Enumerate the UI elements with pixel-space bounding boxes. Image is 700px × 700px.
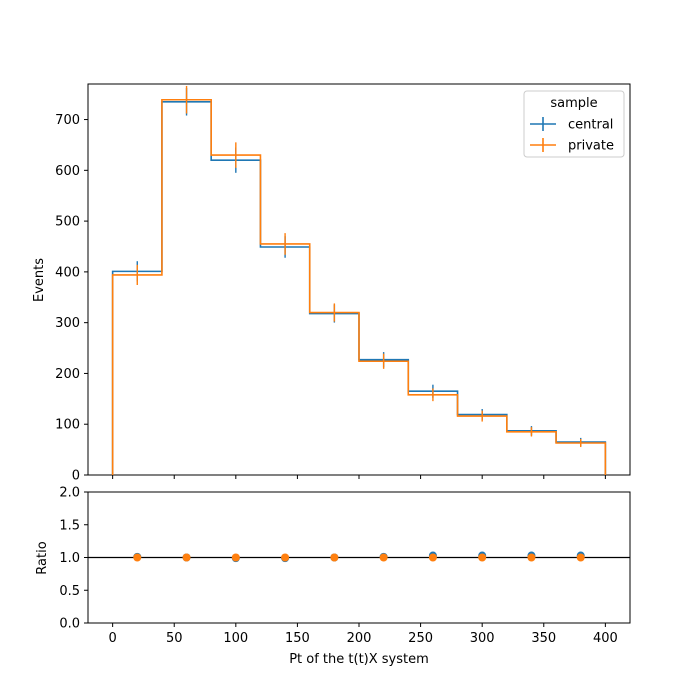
- legend: sample central private: [523, 90, 625, 158]
- ratio-point-private: [231, 553, 240, 562]
- main-y-tick-label: 300: [55, 316, 80, 331]
- ratio-point-private: [281, 553, 290, 562]
- ratio-y-tick-label: 1.5: [59, 518, 80, 533]
- ratio-x-tick-label: 50: [166, 631, 183, 646]
- legend-label: central: [568, 118, 613, 133]
- ratio-x-tick-label: 0: [108, 631, 116, 646]
- legend-entry-private: private: [530, 138, 614, 154]
- legend-entry-central: central: [530, 117, 613, 133]
- ratio-point-private: [576, 553, 585, 562]
- ratio-x-tick-label: 350: [531, 631, 556, 646]
- ratio-point-private: [330, 553, 339, 562]
- main-y-tick-label: 400: [55, 265, 80, 280]
- main-y-tick-label: 200: [55, 367, 80, 382]
- legend-label: private: [568, 139, 614, 154]
- main-histograms: [111, 85, 607, 475]
- ratio-point-private: [527, 553, 536, 562]
- ratio-point-private: [478, 553, 487, 562]
- ratio-y-tick-label: 1.0: [59, 551, 80, 566]
- x-axis-label: Pt of the t(t)X system: [289, 652, 429, 667]
- ratio-x-tick-label: 400: [593, 631, 618, 646]
- ratio-panel: 0.0 0.5 1.0 1.5 2.0 0 50 100 150 200 250 300 350 400…: [35, 486, 631, 667]
- ratio-x-tick-label: 250: [408, 631, 433, 646]
- ratio-x-ticks: 0 50 100 150 200 250 300 350 400: [108, 623, 618, 646]
- legend-title: sample: [550, 96, 597, 111]
- ratio-y-tick-label: 0.0: [59, 617, 80, 632]
- ratio-y-axis-label: Ratio: [35, 541, 50, 574]
- main-y-tick-label: 0: [72, 469, 80, 484]
- ratio-y-tick-label: 2.0: [59, 486, 80, 501]
- hist-series-private: [111, 85, 607, 475]
- ratio-x-tick-label: 200: [347, 631, 372, 646]
- main-y-ticks: 0 100 200 300 400 500 600 700: [55, 113, 88, 484]
- ratio-x-tick-label: 150: [285, 631, 310, 646]
- ratio-y-ticks: 0.0 0.5 1.0 1.5 2.0: [59, 486, 88, 632]
- main-y-tick-label: 500: [55, 215, 80, 230]
- ratio-y-tick-label: 0.5: [59, 584, 80, 599]
- ratio-x-tick-label: 100: [223, 631, 248, 646]
- main-y-tick-label: 600: [55, 164, 80, 179]
- main-y-tick-label: 700: [55, 113, 80, 128]
- ratio-point-private: [133, 553, 142, 562]
- main-y-axis-label: Events: [32, 258, 47, 302]
- legend-box: [523, 90, 625, 158]
- ratio-point-private: [379, 553, 388, 562]
- ratio-point-private: [428, 553, 437, 562]
- ratio-point-private: [182, 553, 191, 562]
- ratio-points: [133, 551, 585, 563]
- main-panel: 0 100 200 300 400 500 600 700 Events sample cen…: [32, 83, 631, 484]
- main-x-ticks: [112, 475, 606, 479]
- main-y-tick-label: 100: [55, 418, 80, 433]
- ratio-x-tick-label: 300: [470, 631, 495, 646]
- ratio-series-private: [133, 553, 585, 562]
- legend-entries: central private: [530, 117, 614, 154]
